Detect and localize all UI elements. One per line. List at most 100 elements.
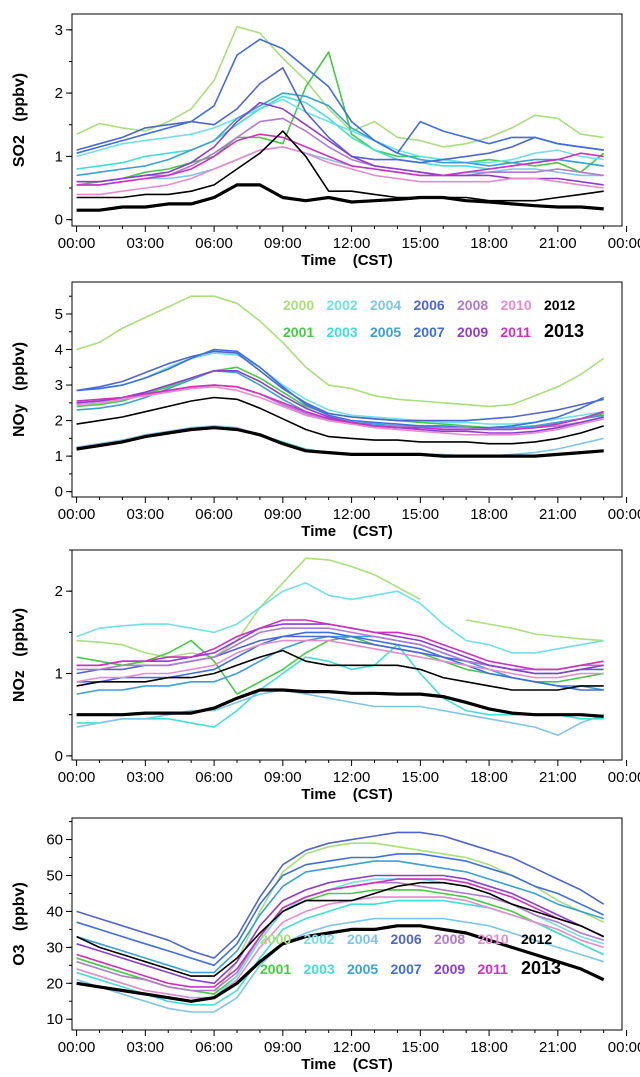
x-tick-label: 00:00 [58, 1039, 96, 1056]
legend-entry-2002: 2002 [304, 931, 335, 947]
x-tick-label: 12:00 [333, 235, 371, 252]
x-tick-label: 03:00 [127, 235, 165, 252]
series-line-2006 [76, 67, 604, 164]
x-tick-label: 12:00 [333, 506, 371, 523]
legend-entry-2011: 2011 [501, 324, 532, 340]
series-group [76, 831, 605, 1013]
y-tick-label: 50 [46, 867, 63, 884]
series-line-2006 [76, 350, 604, 422]
x-tick-label: 12:00 [333, 769, 371, 786]
y-tick-label: 1 [55, 148, 63, 165]
series-line-2000 [76, 557, 604, 658]
legend-entry-2010: 2010 [501, 297, 532, 313]
series-line-2011 [76, 878, 605, 988]
panel-so2: 0 1 2 3 00:00 03:00 06:00 09:00 12:00 15:00 18:00 2… [11, 13, 640, 269]
series-line-2009 [76, 370, 604, 434]
plot-frame [71, 817, 623, 1031]
x-tick-label: 15:00 [402, 1039, 440, 1056]
legend-entry-2007: 2007 [391, 961, 422, 977]
y-tick-label: 4 [55, 342, 63, 359]
x-tick-label: 06:00 [195, 1039, 233, 1056]
series-line-2004 [76, 917, 604, 1013]
legend-entry-2012: 2012 [521, 931, 552, 947]
legend-entry-2004: 2004 [370, 297, 401, 313]
y-tick-label: 60 [46, 832, 63, 849]
x-tick-label: 00:00 [608, 769, 640, 786]
series-group [76, 25, 605, 212]
legend: 2000 2002 2004 2006 2008 2010 2012 2001 2003 2005… [260, 931, 561, 978]
panel-noy: 0 1 2 3 4 5 00:00 03:00 06:00 09:00 12:00 15:00 18:0… [11, 281, 640, 540]
legend-entry-2010: 2010 [478, 931, 509, 947]
x-axis-label: Time (CST) [301, 523, 392, 540]
legend-entry-2011: 2011 [478, 961, 509, 977]
y-tick-label: 0 [55, 212, 63, 229]
series-line-2012 [76, 649, 604, 691]
x-tick-label: 21:00 [539, 769, 577, 786]
series-line-2013 [76, 426, 604, 458]
series-line-2010 [76, 639, 604, 683]
series-line-2013 [76, 183, 604, 212]
plot-frame [71, 281, 623, 498]
legend-entry-2007: 2007 [414, 324, 445, 340]
y-tick-label: 3 [55, 377, 63, 394]
x-tick-label: 00:00 [58, 235, 96, 252]
x-tick-label: 03:00 [127, 506, 165, 523]
legend-entry-2006: 2006 [414, 297, 445, 313]
series-line-2006 [76, 831, 605, 959]
legend-entry-2000: 2000 [283, 297, 314, 313]
series-line-2002 [76, 582, 604, 654]
legend-entry-2000: 2000 [260, 931, 291, 947]
series-line-2005 [76, 92, 604, 177]
y-tick-label: 3 [55, 22, 63, 39]
y-tick-label: 30 [46, 939, 63, 956]
legend-entry-2013: 2013 [521, 958, 561, 978]
x-axis-label: Time (CST) [301, 1056, 392, 1073]
legend-entry-2013: 2013 [544, 321, 584, 341]
x-tick-label: 09:00 [264, 1039, 302, 1056]
x-tick-label: 06:00 [195, 506, 233, 523]
series-line-2007 [76, 853, 605, 967]
y-tick-label: 0 [55, 484, 63, 501]
x-tick-label: 03:00 [127, 769, 165, 786]
series-line-2001 [76, 51, 605, 186]
x-tick-label: 06:00 [195, 235, 233, 252]
y-axis-label: NOy (ppbv) [11, 342, 28, 437]
legend-entry-2008: 2008 [457, 297, 488, 313]
y-tick-label: 2 [55, 85, 63, 102]
series-line-2012 [76, 396, 604, 445]
y-tick-label: 40 [46, 903, 63, 920]
x-tick-label: 15:00 [402, 235, 440, 252]
series-line-2005 [76, 860, 604, 974]
series-line-2012 [76, 130, 604, 202]
series-line-2010 [76, 896, 604, 999]
series-line-2013 [76, 924, 605, 1003]
x-tick-label: 18:00 [470, 1039, 508, 1056]
x-tick-label: 00:00 [608, 1039, 640, 1056]
legend-entry-2005: 2005 [347, 961, 378, 977]
x-tick-label: 18:00 [470, 506, 508, 523]
y-tick-label: 10 [46, 1011, 63, 1028]
y-tick-label: 1 [55, 666, 63, 683]
series-line-2012 [76, 881, 605, 977]
y-axis-label: NOz (ppbv) [11, 608, 28, 702]
x-tick-label: 09:00 [264, 235, 302, 252]
series-line-2004 [76, 425, 604, 457]
legend-entry-2009: 2009 [434, 961, 465, 977]
plot-frame [71, 549, 623, 761]
series-line-2002 [76, 352, 604, 425]
series-line-2003 [76, 95, 604, 170]
panel-noz: 0 1 2 00:00 03:00 06:00 09:00 12:00 15:00 18:00 21… [11, 549, 640, 803]
y-tick-label: 0 [55, 748, 63, 765]
panel-o3: 10 20 30 40 50 60 00:00 03:00 06:00 09:00 12:00 15:… [11, 817, 640, 1073]
series-line-2010 [76, 146, 604, 196]
legend-entry-2005: 2005 [370, 324, 401, 340]
legend-entry-2003: 2003 [304, 961, 335, 977]
series-line-2011 [76, 384, 604, 431]
series-line-2011 [76, 133, 604, 186]
series-group [76, 557, 604, 737]
x-tick-label: 18:00 [470, 235, 508, 252]
x-tick-label: 12:00 [333, 1039, 371, 1056]
x-tick-label: 03:00 [127, 1039, 165, 1056]
legend-entry-2009: 2009 [457, 324, 488, 340]
